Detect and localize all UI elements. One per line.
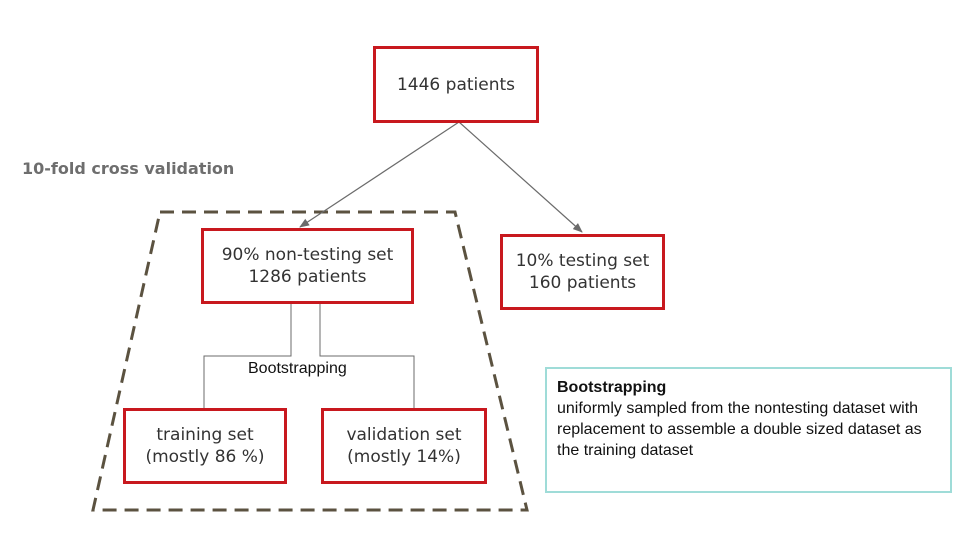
arrow-root-to-testing bbox=[458, 121, 583, 233]
connector-nontesting-to-validation bbox=[319, 303, 415, 408]
training-node: training set (mostly 86 %) bbox=[123, 408, 287, 484]
testing-node-line2: 160 patients bbox=[528, 273, 637, 293]
cross-validation-label: 10-fold cross validation bbox=[22, 159, 235, 178]
arrow-root-to-nontesting bbox=[299, 121, 460, 228]
root-node: 1446 patients bbox=[373, 46, 539, 123]
bootstrapping-label: Bootstrapping bbox=[248, 360, 347, 377]
bootstrapping-note: Bootstrapping uniformly sampled from the… bbox=[545, 367, 952, 493]
validation-node-line2: (mostly 14%) bbox=[347, 447, 461, 467]
validation-node-line1: validation set bbox=[346, 425, 462, 445]
validation-node: validation set (mostly 14%) bbox=[321, 408, 487, 484]
training-node-line2: (mostly 86 %) bbox=[145, 447, 265, 467]
connector-nontesting-to-training bbox=[203, 303, 292, 408]
note-title: Bootstrapping bbox=[557, 379, 667, 396]
nontesting-node-line1: 90% non-testing set bbox=[221, 245, 394, 265]
cross-validation-region bbox=[91, 210, 529, 512]
note-body: uniformly sampled from the nontesting da… bbox=[557, 400, 922, 459]
root-node-text: 1446 patients bbox=[396, 74, 516, 95]
nontesting-node-line2: 1286 patients bbox=[248, 267, 367, 287]
testing-node-line1: 10% testing set bbox=[515, 251, 650, 271]
testing-node: 10% testing set 160 patients bbox=[500, 234, 665, 310]
training-node-line1: training set bbox=[156, 425, 254, 445]
nontesting-node: 90% non-testing set 1286 patients bbox=[201, 228, 414, 304]
